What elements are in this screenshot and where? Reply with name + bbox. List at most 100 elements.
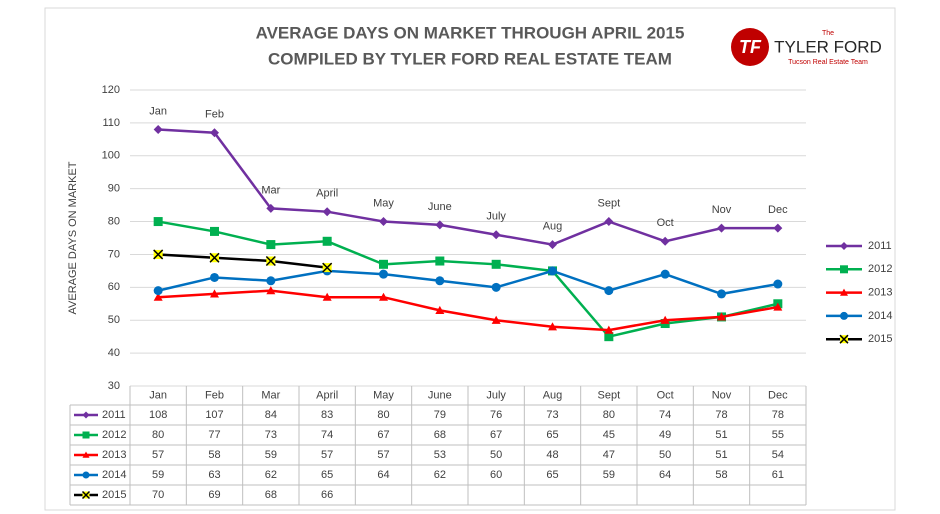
marker xyxy=(209,252,220,263)
marker xyxy=(153,124,163,134)
point-annotation: Jan xyxy=(149,105,167,117)
table-cell: 74 xyxy=(321,429,333,441)
marker xyxy=(322,262,333,273)
marker xyxy=(153,286,163,296)
marker xyxy=(322,292,332,301)
table-cell: 66 xyxy=(321,489,333,501)
marker xyxy=(210,226,219,236)
table-cell: 62 xyxy=(265,469,277,481)
y-tick-label: 100 xyxy=(102,150,120,162)
marker-x xyxy=(322,262,333,273)
series-line xyxy=(157,269,779,296)
marker xyxy=(604,217,614,227)
marker xyxy=(717,223,726,233)
legend-label: 2011 xyxy=(868,240,892,252)
point-annotation: Aug xyxy=(543,220,563,232)
marker xyxy=(435,220,445,230)
x-tick-label: Feb xyxy=(205,389,224,401)
table-cell: 45 xyxy=(603,429,615,441)
marker xyxy=(81,490,91,500)
marker xyxy=(379,269,388,279)
marker xyxy=(604,325,614,334)
y-tick-label: 120 xyxy=(102,84,120,96)
chart-frame xyxy=(44,7,896,511)
chart-title: AVERAGE DAYS ON MARKET THROUGH APRIL 201… xyxy=(256,23,685,42)
marker xyxy=(604,332,614,342)
table-cell: 70 xyxy=(152,489,164,501)
marker xyxy=(773,279,783,289)
point-annotation: Mar xyxy=(261,184,280,196)
marker xyxy=(604,286,614,296)
y-tick-label: 70 xyxy=(108,248,120,260)
y-axis-label: AVERAGE DAYS ON MARKET xyxy=(67,161,79,314)
table-cell: 68 xyxy=(265,489,277,501)
table-cell: 57 xyxy=(377,449,389,461)
marker xyxy=(210,289,219,298)
legend-label: 2012 xyxy=(868,263,892,275)
marker xyxy=(840,311,848,320)
table-cell: 51 xyxy=(715,429,727,441)
marker xyxy=(322,236,332,246)
table-cell: 64 xyxy=(659,469,671,481)
y-tick-label: 80 xyxy=(108,215,120,227)
table-cell: 55 xyxy=(772,429,784,441)
marker xyxy=(491,259,501,269)
logo-circle xyxy=(731,28,769,66)
table-cell: 59 xyxy=(152,469,164,481)
marker xyxy=(548,322,557,331)
marker xyxy=(265,255,276,267)
marker xyxy=(840,288,848,296)
point-annotation: Dec xyxy=(768,204,788,216)
marker xyxy=(153,249,164,260)
table-cell: 47 xyxy=(603,449,615,461)
table-cell: 67 xyxy=(490,429,502,441)
table-cell: 74 xyxy=(659,409,671,421)
table-cell: 63 xyxy=(208,469,220,481)
table-cell: 65 xyxy=(546,469,558,481)
table-cell: 65 xyxy=(546,429,558,441)
table-cell: 62 xyxy=(434,469,446,481)
table-cell: 80 xyxy=(152,429,164,441)
marker xyxy=(491,282,501,292)
logo-tagline: Tucson Real Estate Team xyxy=(788,59,868,66)
point-annotation: Feb xyxy=(205,109,224,121)
table-cell: 69 xyxy=(208,489,220,501)
logo-name: TYLER FORD xyxy=(774,37,882,56)
y-tick-label: 110 xyxy=(102,117,120,129)
marker xyxy=(840,265,848,274)
table-cell: 78 xyxy=(772,409,784,421)
marker xyxy=(548,240,557,250)
point-annotation: May xyxy=(373,197,394,209)
table-cell: 73 xyxy=(546,409,558,421)
table-cell: 65 xyxy=(321,469,333,481)
table-cell: 79 xyxy=(434,409,446,421)
table-cell: 76 xyxy=(490,409,502,421)
table-cell: 54 xyxy=(772,449,784,461)
marker xyxy=(266,203,276,213)
marker xyxy=(717,289,726,299)
x-tick-label: April xyxy=(316,389,338,401)
point-annotation: July xyxy=(486,211,506,223)
point-annotation: April xyxy=(316,188,338,200)
x-tick-label: Dec xyxy=(768,389,788,401)
marker xyxy=(660,269,670,279)
marker-x xyxy=(153,249,164,260)
marker xyxy=(210,128,219,138)
marker xyxy=(491,315,501,324)
marker xyxy=(379,217,388,227)
marker xyxy=(840,242,848,250)
table-cell: 53 xyxy=(434,449,446,461)
logo-mark: TF xyxy=(739,37,762,57)
x-tick-label: Aug xyxy=(543,389,563,401)
marker-x xyxy=(839,334,849,344)
table-cell: 84 xyxy=(265,409,277,421)
table-cell: 57 xyxy=(152,449,164,461)
chart-subtitle: COMPILED BY TYLER FORD REAL ESTATE TEAM xyxy=(268,49,672,68)
table-cell: 58 xyxy=(208,449,220,461)
marker xyxy=(660,236,670,246)
y-tick-label: 90 xyxy=(108,183,120,195)
point-annotation: Nov xyxy=(712,204,732,216)
legend-label: 2013 xyxy=(868,287,892,299)
marker xyxy=(153,217,163,227)
